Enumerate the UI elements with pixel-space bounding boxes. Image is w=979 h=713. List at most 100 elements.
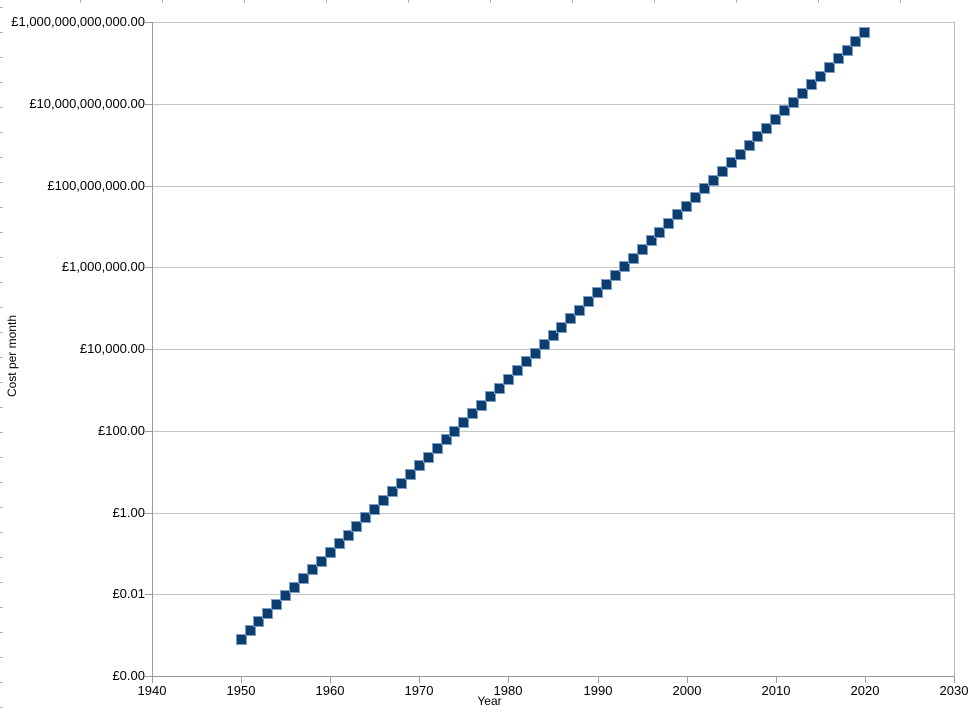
data-point[interactable] bbox=[343, 530, 354, 541]
data-point[interactable] bbox=[654, 227, 665, 238]
data-point[interactable] bbox=[539, 339, 550, 350]
data-point[interactable] bbox=[619, 261, 630, 272]
edge-tick bbox=[244, 0, 245, 3]
data-point[interactable] bbox=[262, 608, 273, 619]
data-point[interactable] bbox=[476, 400, 487, 411]
data-point[interactable] bbox=[548, 330, 559, 341]
data-point[interactable] bbox=[432, 443, 443, 454]
data-point[interactable] bbox=[690, 192, 701, 203]
data-point[interactable] bbox=[833, 53, 844, 64]
data-point[interactable] bbox=[298, 573, 309, 584]
y-gridline bbox=[152, 349, 954, 350]
data-point[interactable] bbox=[414, 460, 425, 471]
y-tick bbox=[145, 267, 152, 268]
data-point[interactable] bbox=[815, 71, 826, 82]
y-tick-label: £1,000,000.00 bbox=[61, 259, 145, 274]
data-point[interactable] bbox=[351, 521, 362, 532]
edge-tick bbox=[0, 707, 3, 708]
x-tick bbox=[241, 677, 242, 683]
data-point[interactable] bbox=[708, 175, 719, 186]
data-point[interactable] bbox=[441, 434, 452, 445]
edge-tick bbox=[572, 0, 573, 3]
data-point[interactable] bbox=[761, 123, 772, 134]
edge-tick bbox=[0, 282, 3, 283]
data-point[interactable] bbox=[307, 564, 318, 575]
edge-tick bbox=[0, 132, 3, 133]
data-point[interactable] bbox=[387, 486, 398, 497]
edge-tick bbox=[0, 32, 3, 33]
data-point[interactable] bbox=[512, 365, 523, 376]
edge-tick bbox=[162, 0, 163, 3]
data-point[interactable] bbox=[556, 322, 567, 333]
x-tick bbox=[152, 677, 153, 683]
data-point[interactable] bbox=[494, 383, 505, 394]
data-point[interactable] bbox=[628, 253, 639, 264]
data-point[interactable] bbox=[485, 391, 496, 402]
data-point[interactable] bbox=[458, 417, 469, 428]
data-point[interactable] bbox=[797, 88, 808, 99]
data-point[interactable] bbox=[245, 625, 256, 636]
data-point[interactable] bbox=[360, 512, 371, 523]
x-tick bbox=[954, 677, 955, 683]
data-point[interactable] bbox=[646, 235, 657, 246]
x-tick bbox=[508, 677, 509, 683]
data-point[interactable] bbox=[752, 131, 763, 142]
y-tick-label: £1,000,000,000,000.00 bbox=[11, 14, 145, 29]
data-point[interactable] bbox=[637, 244, 648, 255]
data-point[interactable] bbox=[779, 105, 790, 116]
data-point[interactable] bbox=[503, 374, 514, 385]
y-tick bbox=[145, 431, 152, 432]
y-tick-label: £0.00 bbox=[112, 668, 145, 683]
data-point[interactable] bbox=[601, 279, 612, 290]
data-point[interactable] bbox=[681, 201, 692, 212]
edge-tick bbox=[0, 532, 3, 533]
data-point[interactable] bbox=[325, 547, 336, 558]
data-point[interactable] bbox=[369, 504, 380, 515]
edge-tick bbox=[0, 482, 3, 483]
data-point[interactable] bbox=[672, 209, 683, 220]
data-point[interactable] bbox=[744, 140, 755, 151]
data-point[interactable] bbox=[717, 166, 728, 177]
edge-tick bbox=[80, 0, 81, 3]
y-tick bbox=[145, 104, 152, 105]
data-point[interactable] bbox=[574, 305, 585, 316]
data-point[interactable] bbox=[280, 590, 291, 601]
data-point[interactable] bbox=[521, 356, 532, 367]
data-point[interactable] bbox=[423, 452, 434, 463]
data-point[interactable] bbox=[592, 287, 603, 298]
x-tick-label: 1940 bbox=[137, 683, 167, 698]
data-point[interactable] bbox=[253, 616, 264, 627]
data-point[interactable] bbox=[396, 478, 407, 489]
y-axis-line bbox=[152, 22, 153, 676]
data-point[interactable] bbox=[610, 270, 621, 281]
data-point[interactable] bbox=[289, 582, 300, 593]
data-point[interactable] bbox=[726, 157, 737, 168]
edge-tick bbox=[0, 457, 3, 458]
y-tick bbox=[145, 676, 152, 677]
data-point[interactable] bbox=[770, 114, 781, 125]
data-point[interactable] bbox=[565, 313, 576, 324]
data-point[interactable] bbox=[859, 27, 870, 38]
x-axis-title: Year bbox=[477, 694, 502, 708]
data-point[interactable] bbox=[378, 495, 389, 506]
data-point[interactable] bbox=[699, 183, 710, 194]
data-point[interactable] bbox=[806, 79, 817, 90]
data-point[interactable] bbox=[334, 538, 345, 549]
y-tick bbox=[145, 513, 152, 514]
data-point[interactable] bbox=[316, 556, 327, 567]
data-point[interactable] bbox=[530, 348, 541, 359]
data-point[interactable] bbox=[788, 97, 799, 108]
y-tick bbox=[145, 594, 152, 595]
data-point[interactable] bbox=[583, 296, 594, 307]
data-point[interactable] bbox=[735, 149, 746, 160]
data-point[interactable] bbox=[236, 634, 247, 645]
data-point[interactable] bbox=[449, 426, 460, 437]
data-point[interactable] bbox=[405, 469, 416, 480]
data-point[interactable] bbox=[824, 62, 835, 73]
data-point[interactable] bbox=[850, 36, 861, 47]
data-point[interactable] bbox=[663, 218, 674, 229]
data-point[interactable] bbox=[467, 408, 478, 419]
data-point[interactable] bbox=[842, 45, 853, 56]
x-tick-label: 1950 bbox=[226, 683, 256, 698]
data-point[interactable] bbox=[271, 599, 282, 610]
